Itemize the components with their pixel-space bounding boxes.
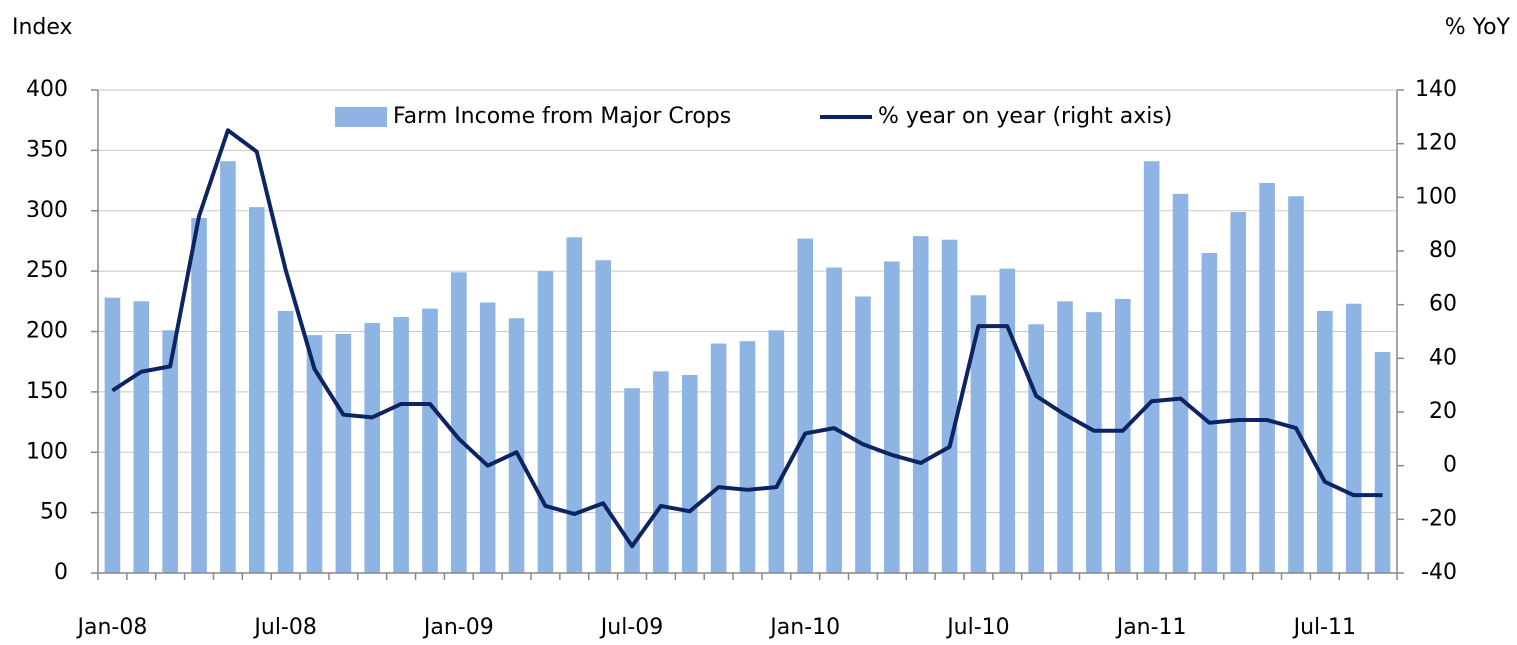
- x-tick-label: Jan-09: [422, 615, 494, 640]
- y-axis-title: Index: [12, 15, 73, 40]
- y-tick-label: 150: [26, 379, 68, 404]
- bar: [970, 295, 987, 573]
- bar: [277, 310, 294, 573]
- bar: [681, 374, 698, 573]
- bar: [1172, 193, 1189, 573]
- bar: [191, 217, 207, 573]
- y2-axis-title: % YoY: [1445, 15, 1511, 40]
- bar: [624, 388, 640, 573]
- bar: [1057, 301, 1073, 573]
- y2-tick-label: 40: [1429, 345, 1457, 370]
- y2-tick-label: -20: [1421, 506, 1457, 531]
- y2-tick-label: 80: [1429, 238, 1457, 263]
- bar: [364, 323, 381, 573]
- y2-tick-label: 60: [1429, 292, 1457, 317]
- bar: [1230, 211, 1247, 573]
- bar: [393, 317, 409, 573]
- line: [111, 128, 1383, 549]
- x-tick-label: Jan-11: [1115, 615, 1187, 640]
- bar: [1201, 253, 1218, 573]
- x-tick-label: Jan-10: [768, 615, 840, 640]
- bar: [104, 297, 121, 573]
- bar: [710, 343, 727, 573]
- bar: [508, 318, 525, 573]
- legend-swatch: [335, 107, 387, 127]
- bar: [1143, 161, 1160, 573]
- legend-label: % year on year (right axis): [878, 104, 1172, 129]
- y2-tick-label: 120: [1415, 131, 1457, 156]
- bar: [912, 236, 929, 574]
- bar: [422, 308, 438, 573]
- bar: [1374, 352, 1391, 573]
- y2-tick-label: 0: [1443, 453, 1457, 478]
- x-tick-label: Jan-08: [76, 615, 148, 640]
- bar: [884, 261, 900, 573]
- bar: [1259, 182, 1275, 574]
- y-tick-label: 400: [26, 77, 68, 102]
- y-tick-label: 300: [26, 198, 68, 223]
- y2-tick-label: 100: [1415, 184, 1457, 209]
- bar: [537, 271, 554, 573]
- bar: [566, 237, 583, 573]
- bar: [855, 296, 871, 573]
- y2-tick-label: -40: [1421, 560, 1457, 585]
- bar: [768, 330, 785, 573]
- bar: [248, 207, 265, 573]
- bar: [1288, 196, 1304, 573]
- y-tick-label: 200: [26, 319, 68, 344]
- bar: [335, 333, 352, 573]
- x-tick-label: Jul-11: [1292, 615, 1356, 640]
- y-tick-label: 50: [40, 500, 68, 525]
- bar: [1028, 324, 1044, 573]
- bar: [739, 341, 756, 573]
- bar: [1114, 298, 1131, 573]
- x-tick-label: Jul-09: [599, 615, 663, 640]
- bar: [1086, 312, 1102, 573]
- bar: [941, 239, 958, 574]
- bar: [595, 260, 611, 573]
- bar: [999, 268, 1016, 573]
- y-tick-label: 0: [54, 560, 68, 585]
- legend-label: Farm Income from Major Crops: [393, 104, 731, 129]
- bar: [653, 371, 669, 573]
- y2-tick-label: 20: [1429, 399, 1457, 424]
- bar: [133, 301, 150, 573]
- bar: [826, 267, 842, 573]
- bar: [451, 272, 467, 573]
- y-tick-label: 350: [26, 137, 68, 162]
- bar: [797, 238, 814, 573]
- bar: [1317, 310, 1333, 573]
- bar: [162, 330, 178, 573]
- bar: [479, 302, 496, 573]
- bar: [306, 335, 323, 573]
- x-tick-label: Jul-08: [252, 615, 316, 640]
- x-tick-label: Jul-10: [945, 615, 1009, 640]
- y-tick-label: 250: [26, 258, 68, 283]
- y-tick-label: 100: [26, 439, 68, 464]
- bar: [1345, 303, 1362, 573]
- bar: [220, 161, 236, 573]
- y2-tick-label: 140: [1415, 77, 1457, 102]
